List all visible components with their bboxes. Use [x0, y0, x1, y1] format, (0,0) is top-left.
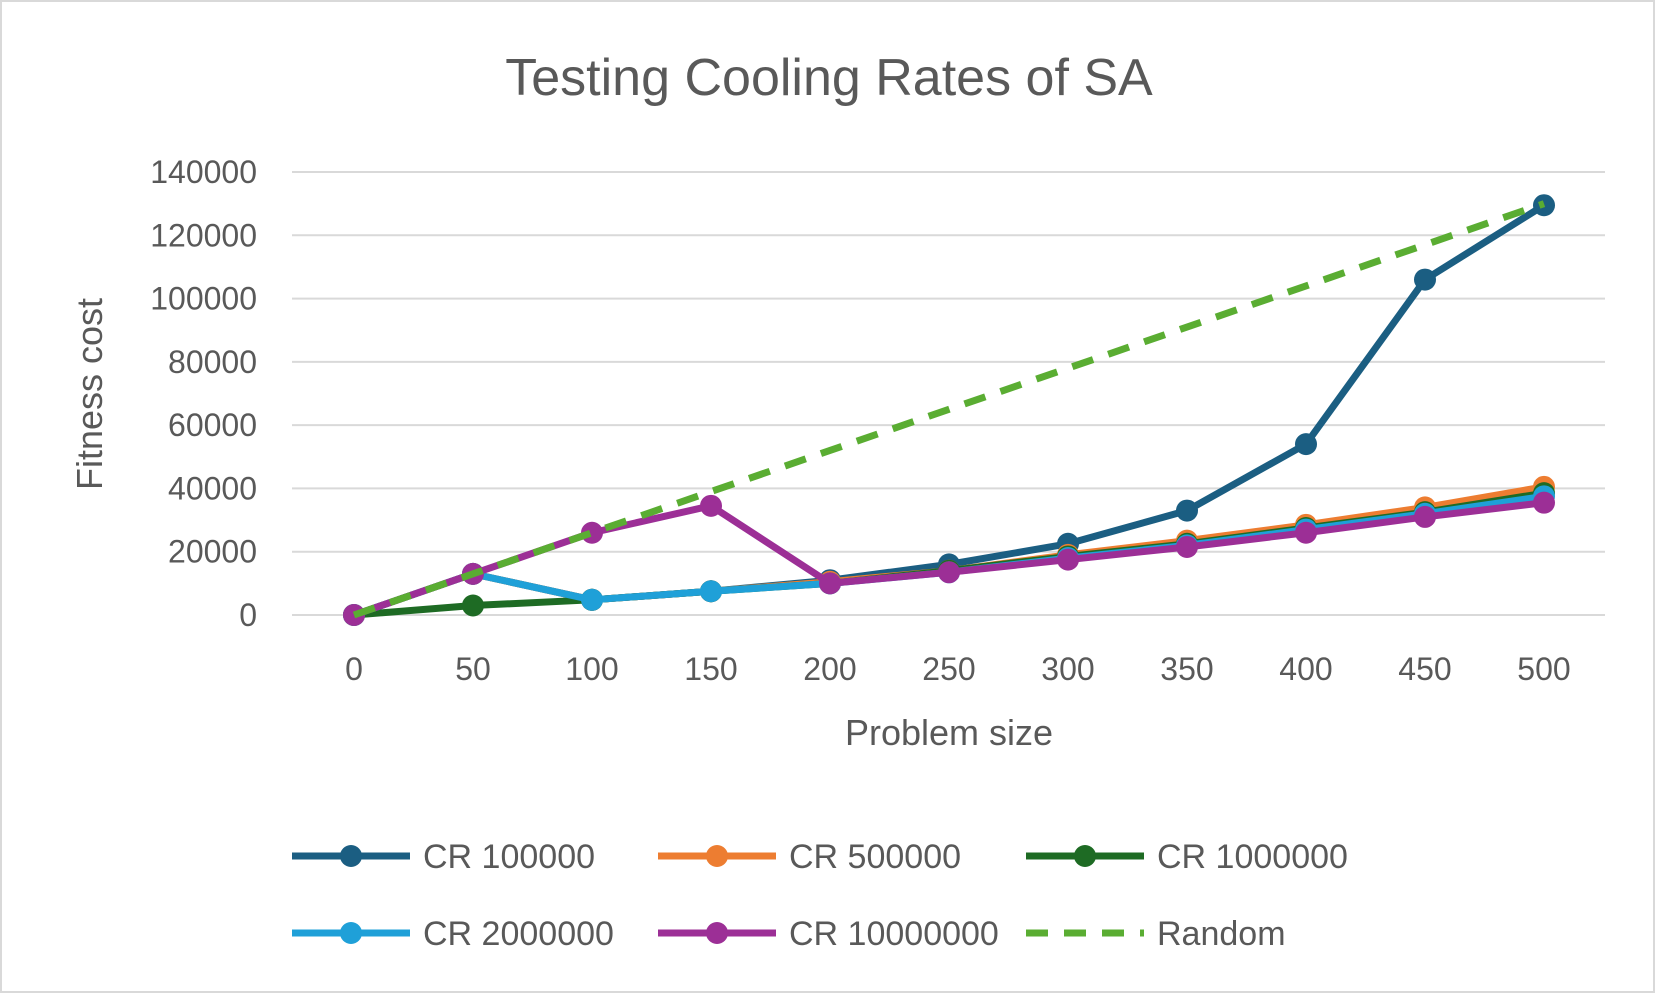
legend-item: CR 10000000 — [658, 915, 999, 953]
data-point — [1533, 491, 1555, 514]
legend-marker — [706, 922, 728, 944]
x-tick-label: 300 — [1041, 651, 1094, 687]
y-tick-label: 60000 — [168, 407, 257, 443]
x-tick-label: 500 — [1517, 651, 1570, 687]
y-axis-tick-labels: 0 20000 40000 60000 80000 100000 120000 140000 — [150, 154, 257, 633]
y-tick-label: 100000 — [150, 281, 257, 317]
data-point — [1414, 268, 1436, 291]
y-tick-label: 0 — [239, 597, 257, 633]
data-point — [819, 572, 841, 595]
legend-label: CR 1000000 — [1157, 838, 1348, 876]
x-axis-title: Problem size — [845, 712, 1053, 753]
y-axis-title: Fitness cost — [69, 298, 110, 490]
legend-label: Random — [1157, 915, 1286, 953]
y-tick-label: 140000 — [150, 154, 257, 190]
series-lines — [343, 194, 1555, 626]
data-point — [462, 594, 484, 617]
y-tick-label: 120000 — [150, 217, 257, 253]
data-point — [1057, 548, 1079, 571]
x-tick-label: 400 — [1279, 651, 1332, 687]
series-line — [352, 200, 1546, 619]
x-tick-label: 0 — [345, 651, 363, 687]
y-tick-label: 40000 — [168, 470, 257, 506]
data-point — [581, 588, 603, 611]
x-axis-tick-labels: 0 50 100 150 200 250 300 350 400 450 500 — [345, 651, 1571, 687]
legend-marker — [1074, 845, 1096, 867]
legend-label: CR 100000 — [423, 838, 595, 876]
legend-marker — [340, 922, 362, 944]
x-tick-label: 100 — [565, 651, 618, 687]
legend-marker — [706, 845, 728, 867]
y-tick-label: 80000 — [168, 344, 257, 380]
gridlines — [292, 171, 1605, 616]
data-point — [938, 561, 960, 584]
y-tick-label: 20000 — [168, 534, 257, 570]
data-point — [1414, 505, 1436, 528]
legend-item: CR 2000000 — [292, 915, 614, 953]
legend-item: CR 1000000 — [1026, 838, 1348, 876]
data-point — [1295, 433, 1317, 456]
data-point — [700, 494, 722, 517]
legend: CR 100000 CR 500000 CR 1000000 CR 2000000 CR… — [292, 838, 1348, 953]
legend-label: CR 10000000 — [789, 915, 999, 953]
legend-label: CR 2000000 — [423, 915, 614, 953]
legend-label: CR 500000 — [789, 838, 961, 876]
data-point — [1295, 521, 1317, 544]
x-tick-label: 50 — [455, 651, 491, 687]
data-point — [700, 580, 722, 603]
x-tick-label: 350 — [1160, 651, 1213, 687]
legend-item: CR 100000 — [292, 838, 595, 876]
data-point — [1176, 499, 1198, 522]
x-tick-label: 150 — [684, 651, 737, 687]
series-random — [352, 200, 1546, 619]
data-point — [1176, 535, 1198, 558]
chart-title: Testing Cooling Rates of SA — [505, 49, 1153, 107]
x-tick-label: 250 — [922, 651, 975, 687]
x-tick-label: 450 — [1398, 651, 1451, 687]
legend-item: Random — [1026, 915, 1286, 953]
legend-marker — [340, 845, 362, 867]
legend-item: CR 500000 — [658, 838, 961, 876]
x-tick-label: 200 — [803, 651, 856, 687]
